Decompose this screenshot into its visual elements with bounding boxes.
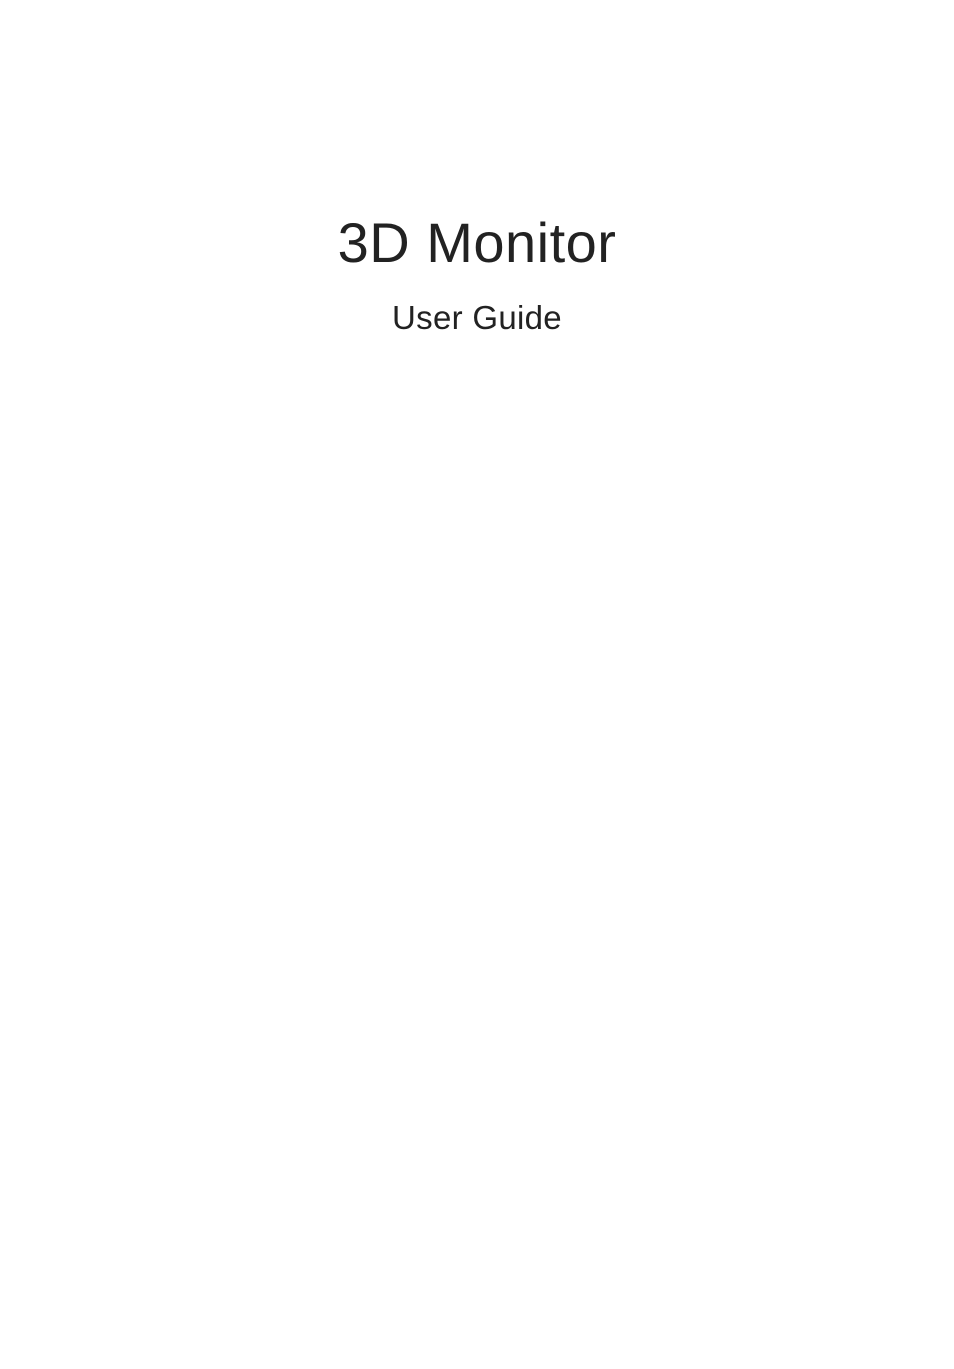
document-title: 3D Monitor: [0, 210, 954, 275]
document-subtitle: User Guide: [0, 299, 954, 337]
document-page: 3D Monitor User Guide: [0, 0, 954, 1369]
